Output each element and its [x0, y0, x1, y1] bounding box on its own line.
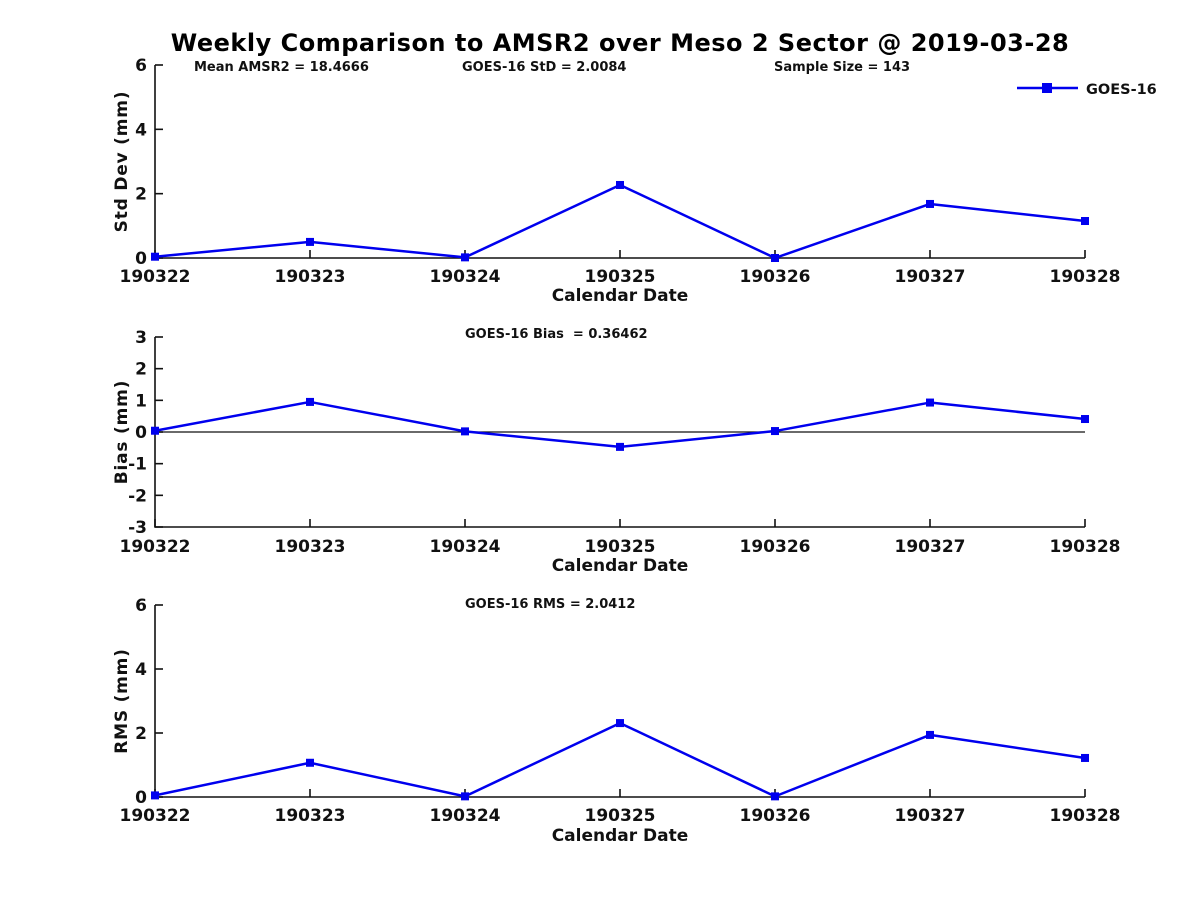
subplots-group: 0 2 4 6 190322 190323 190324 190325 190326 190327… — [112, 56, 1120, 846]
y-tick-label: -1 — [128, 455, 147, 475]
legend: GOES-16 — [1017, 82, 1157, 98]
y-tick-label: 6 — [135, 56, 147, 76]
data-point-marker — [1081, 217, 1089, 226]
x-tick-label: 190326 — [740, 806, 811, 826]
subplot-annotation: GOES-16 StD = 2.0084 — [462, 60, 626, 75]
y-axis-label: Bias (mm) — [112, 380, 132, 484]
x-tick-label: 190322 — [120, 267, 191, 287]
data-point-marker — [151, 791, 159, 800]
x-tick-label: 190328 — [1050, 267, 1121, 287]
subplot-std-dev: 0 2 4 6 190322 190323 190324 190325 190326 190327… — [112, 56, 1120, 306]
y-tick-label: 2 — [135, 185, 147, 205]
data-line-GOES-16 — [154, 400, 1086, 449]
data-point-marker — [771, 254, 779, 262]
data-point-marker — [616, 719, 624, 728]
x-tick-label: 190322 — [120, 806, 191, 826]
data-line-GOES-16 — [154, 721, 1086, 798]
y-tick-label: 4 — [135, 120, 147, 140]
legend-label: GOES-16 — [1086, 82, 1157, 98]
data-point-marker — [151, 252, 159, 261]
data-point-marker — [461, 427, 469, 436]
subplot-rms: 0 2 4 6 190322 190323 190324 190325 190326 190327… — [112, 596, 1120, 846]
y-tick-label: -3 — [128, 518, 147, 538]
data-point-marker — [926, 398, 934, 407]
x-tick-label: 190326 — [740, 537, 811, 557]
y-tick-label: 3 — [135, 328, 147, 348]
x-axis-label: Calendar Date — [552, 826, 689, 846]
x-tick-label: 190327 — [895, 537, 966, 557]
data-point-marker — [306, 397, 314, 406]
y-tick-label: 1 — [135, 391, 147, 411]
x-axis-label: Calendar Date — [552, 556, 689, 576]
x-tick-label: 190324 — [430, 806, 501, 826]
x-tick-label: 190322 — [120, 537, 191, 557]
y-tick-label: 6 — [135, 596, 147, 616]
x-tick-label: 190323 — [275, 806, 346, 826]
data-point-marker — [771, 427, 779, 436]
y-tick-label: 2 — [135, 360, 147, 380]
x-tick-label: 190323 — [275, 267, 346, 287]
y-tick-label: 0 — [135, 788, 147, 808]
data-point-marker — [926, 730, 934, 739]
x-tick-label: 190324 — [430, 267, 501, 287]
data-line-GOES-16 — [154, 183, 1086, 260]
legend-marker-icon — [1042, 83, 1052, 93]
y-tick-label: 0 — [135, 249, 147, 269]
x-tick-label: 190326 — [740, 267, 811, 287]
x-tick-label: 190328 — [1050, 806, 1121, 826]
data-point-marker — [1081, 415, 1089, 424]
axis-lines — [154, 605, 1085, 798]
data-point-marker — [461, 253, 469, 262]
x-tick-label: 190323 — [275, 537, 346, 557]
subplot-annotation: GOES-16 RMS = 2.0412 — [465, 597, 635, 612]
x-tick-label: 190327 — [895, 267, 966, 287]
data-point-marker — [926, 199, 934, 208]
data-point-marker — [616, 442, 624, 451]
data-point-marker — [616, 180, 624, 189]
x-axis-label: Calendar Date — [552, 286, 689, 306]
axis-lines — [154, 65, 1085, 259]
data-point-marker — [151, 426, 159, 435]
x-tick-label: 190328 — [1050, 537, 1121, 557]
data-point-marker — [306, 758, 314, 767]
y-tick-label: 0 — [135, 423, 147, 443]
y-tick-label: -2 — [128, 486, 147, 506]
subplot-annotation: Sample Size = 143 — [774, 60, 910, 75]
figure-title: Weekly Comparison to AMSR2 over Meso 2 S… — [171, 29, 1069, 57]
x-tick-label: 190325 — [585, 537, 656, 557]
x-tick-label: 190325 — [585, 267, 656, 287]
y-axis-label: Std Dev (mm) — [112, 91, 132, 233]
data-point-marker — [1081, 753, 1089, 762]
x-tick-label: 190325 — [585, 806, 656, 826]
subplot-annotation: Mean AMSR2 = 18.4666 — [194, 60, 369, 75]
y-tick-label: 2 — [135, 724, 147, 744]
y-axis-label: RMS (mm) — [112, 648, 132, 754]
data-point-marker — [771, 792, 779, 801]
x-tick-label: 190324 — [430, 537, 501, 557]
subplot-annotation: GOES-16 Bias = 0.36462 — [465, 327, 648, 342]
x-tick-label: 190327 — [895, 806, 966, 826]
data-point-marker — [306, 237, 314, 246]
data-point-marker — [461, 792, 469, 801]
y-tick-label: 4 — [135, 660, 147, 680]
